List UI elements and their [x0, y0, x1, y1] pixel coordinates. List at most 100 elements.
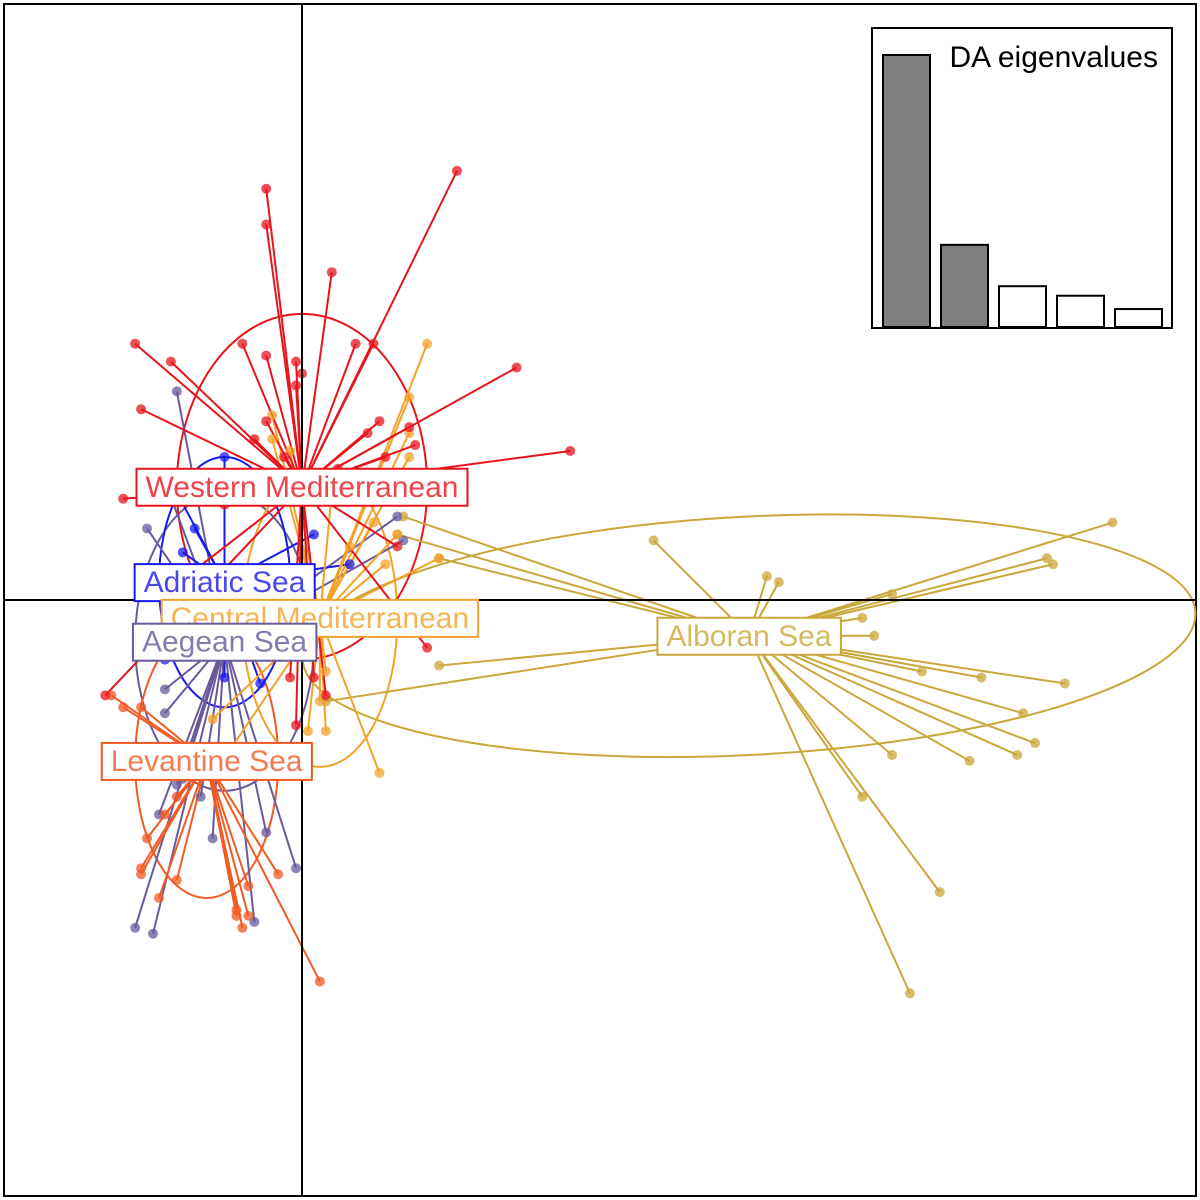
- point-aegean-sea: [130, 922, 141, 933]
- point-central-mediterranean: [302, 726, 313, 737]
- inset-title: DA eigenvalues: [950, 41, 1158, 74]
- segment-central-mediterranean: [318, 492, 333, 618]
- point-western-mediterranean: [410, 440, 421, 451]
- segment-western-mediterranean: [265, 355, 303, 488]
- point-central-mediterranean: [267, 434, 278, 445]
- label-box-aegean-sea: [131, 622, 318, 662]
- segment-western-mediterranean: [301, 343, 375, 488]
- point-central-mediterranean: [344, 541, 355, 552]
- point-alboran-sea: [904, 988, 915, 999]
- point-western-mediterranean: [249, 434, 260, 445]
- point-levantine-sea: [237, 922, 248, 933]
- segment-alboran-sea: [748, 634, 971, 762]
- point-western-mediterranean: [368, 338, 379, 349]
- point-western-mediterranean: [279, 451, 290, 462]
- point-western-mediterranean: [261, 350, 272, 361]
- point-aegean-sea: [291, 863, 302, 874]
- segment-western-mediterranean: [134, 342, 303, 488]
- eigenvalue-inset: DA eigenvalues: [871, 27, 1173, 329]
- point-alboran-sea: [887, 749, 898, 760]
- point-levantine-sea: [273, 869, 284, 880]
- point-western-mediterranean: [380, 451, 391, 462]
- point-western-mediterranean: [261, 416, 272, 427]
- segment-levantine-sea: [205, 760, 250, 917]
- label-box-western-mediterranean: [135, 467, 469, 507]
- segment-levantine-sea: [158, 760, 208, 899]
- point-western-mediterranean: [308, 672, 319, 683]
- point-adriatic-sea: [344, 559, 355, 570]
- point-alboran-sea: [916, 666, 927, 677]
- point-levantine-sea: [171, 875, 182, 886]
- point-aegean-sea: [142, 523, 153, 534]
- point-alboran-sea: [761, 571, 772, 582]
- point-alboran-sea: [1059, 678, 1070, 689]
- point-aegean-sea: [171, 386, 182, 397]
- point-central-mediterranean: [392, 529, 403, 540]
- label-text-aegean-sea: Aegean Sea: [142, 626, 307, 659]
- point-levantine-sea: [243, 910, 254, 921]
- point-aegean-sea: [159, 708, 170, 719]
- point-western-mediterranean: [237, 338, 248, 349]
- segment-aegean-sea: [152, 641, 226, 934]
- point-adriatic-sea: [308, 529, 319, 540]
- point-western-mediterranean: [320, 690, 331, 701]
- point-alboran-sea: [857, 791, 868, 802]
- segment-aegean-sea: [223, 641, 256, 922]
- point-aegean-sea: [171, 779, 182, 790]
- point-western-mediterranean: [374, 416, 385, 427]
- point-western-mediterranean: [350, 338, 361, 349]
- point-western-mediterranean: [130, 338, 141, 349]
- point-central-mediterranean: [380, 559, 391, 570]
- point-western-mediterranean: [118, 493, 129, 504]
- point-western-mediterranean: [165, 356, 176, 367]
- eigenvalue-bar: [882, 54, 931, 328]
- segment-central-mediterranean: [318, 617, 381, 774]
- label-text-adriatic-sea: Adriatic Sea: [144, 566, 306, 599]
- point-levantine-sea: [231, 904, 242, 915]
- point-levantine-sea: [159, 809, 170, 820]
- point-alboran-sea: [773, 577, 784, 588]
- point-alboran-sea: [648, 535, 659, 546]
- point-western-mediterranean: [326, 267, 337, 278]
- segment-alboran-sea: [402, 515, 750, 637]
- point-western-mediterranean: [291, 720, 302, 731]
- point-western-mediterranean: [392, 541, 403, 552]
- point-western-mediterranean: [362, 428, 373, 439]
- point-western-mediterranean: [451, 165, 462, 176]
- point-alboran-sea: [1107, 517, 1118, 528]
- group-labels: Alboran Sea Western Mediterranean Adriatic…: [100, 467, 842, 781]
- point-aegean-sea: [148, 928, 158, 939]
- point-western-mediterranean: [261, 219, 272, 230]
- point-alboran-sea: [1012, 749, 1023, 760]
- point-alboran-sea: [1030, 738, 1041, 749]
- point-levantine-sea: [243, 881, 254, 892]
- point-western-mediterranean: [404, 422, 415, 433]
- label-box-alboran-sea: [656, 616, 842, 656]
- segment-aegean-sea: [158, 641, 226, 815]
- label-western-mediterranean: Western Mediterranean: [135, 467, 469, 507]
- point-alboran-sea: [934, 887, 945, 898]
- point-aegean-sea: [261, 827, 272, 838]
- point-central-mediterranean: [320, 666, 331, 677]
- segment-alboran-sea: [748, 635, 911, 994]
- label-text-western-mediterranean: Western Mediterranean: [146, 471, 459, 504]
- eigenvalue-bar: [940, 243, 989, 328]
- point-alboran-sea: [887, 589, 898, 600]
- point-adriatic-sea: [219, 672, 230, 683]
- segment-western-mediterranean: [265, 224, 303, 487]
- point-adriatic-sea: [255, 678, 266, 689]
- point-alboran-sea: [976, 672, 987, 683]
- eigenvalue-bar: [1056, 294, 1105, 329]
- point-western-mediterranean: [511, 362, 522, 373]
- point-aegean-sea: [392, 511, 403, 522]
- point-alboran-sea: [964, 755, 975, 766]
- point-western-mediterranean: [261, 183, 272, 194]
- point-western-mediterranean: [136, 404, 147, 415]
- label-text-alboran-sea: Alboran Sea: [666, 620, 831, 653]
- point-central-mediterranean: [434, 553, 445, 564]
- point-western-mediterranean: [285, 672, 296, 683]
- point-levantine-sea: [142, 833, 153, 844]
- point-alboran-sea: [1047, 559, 1058, 570]
- point-alboran-sea: [1018, 708, 1029, 719]
